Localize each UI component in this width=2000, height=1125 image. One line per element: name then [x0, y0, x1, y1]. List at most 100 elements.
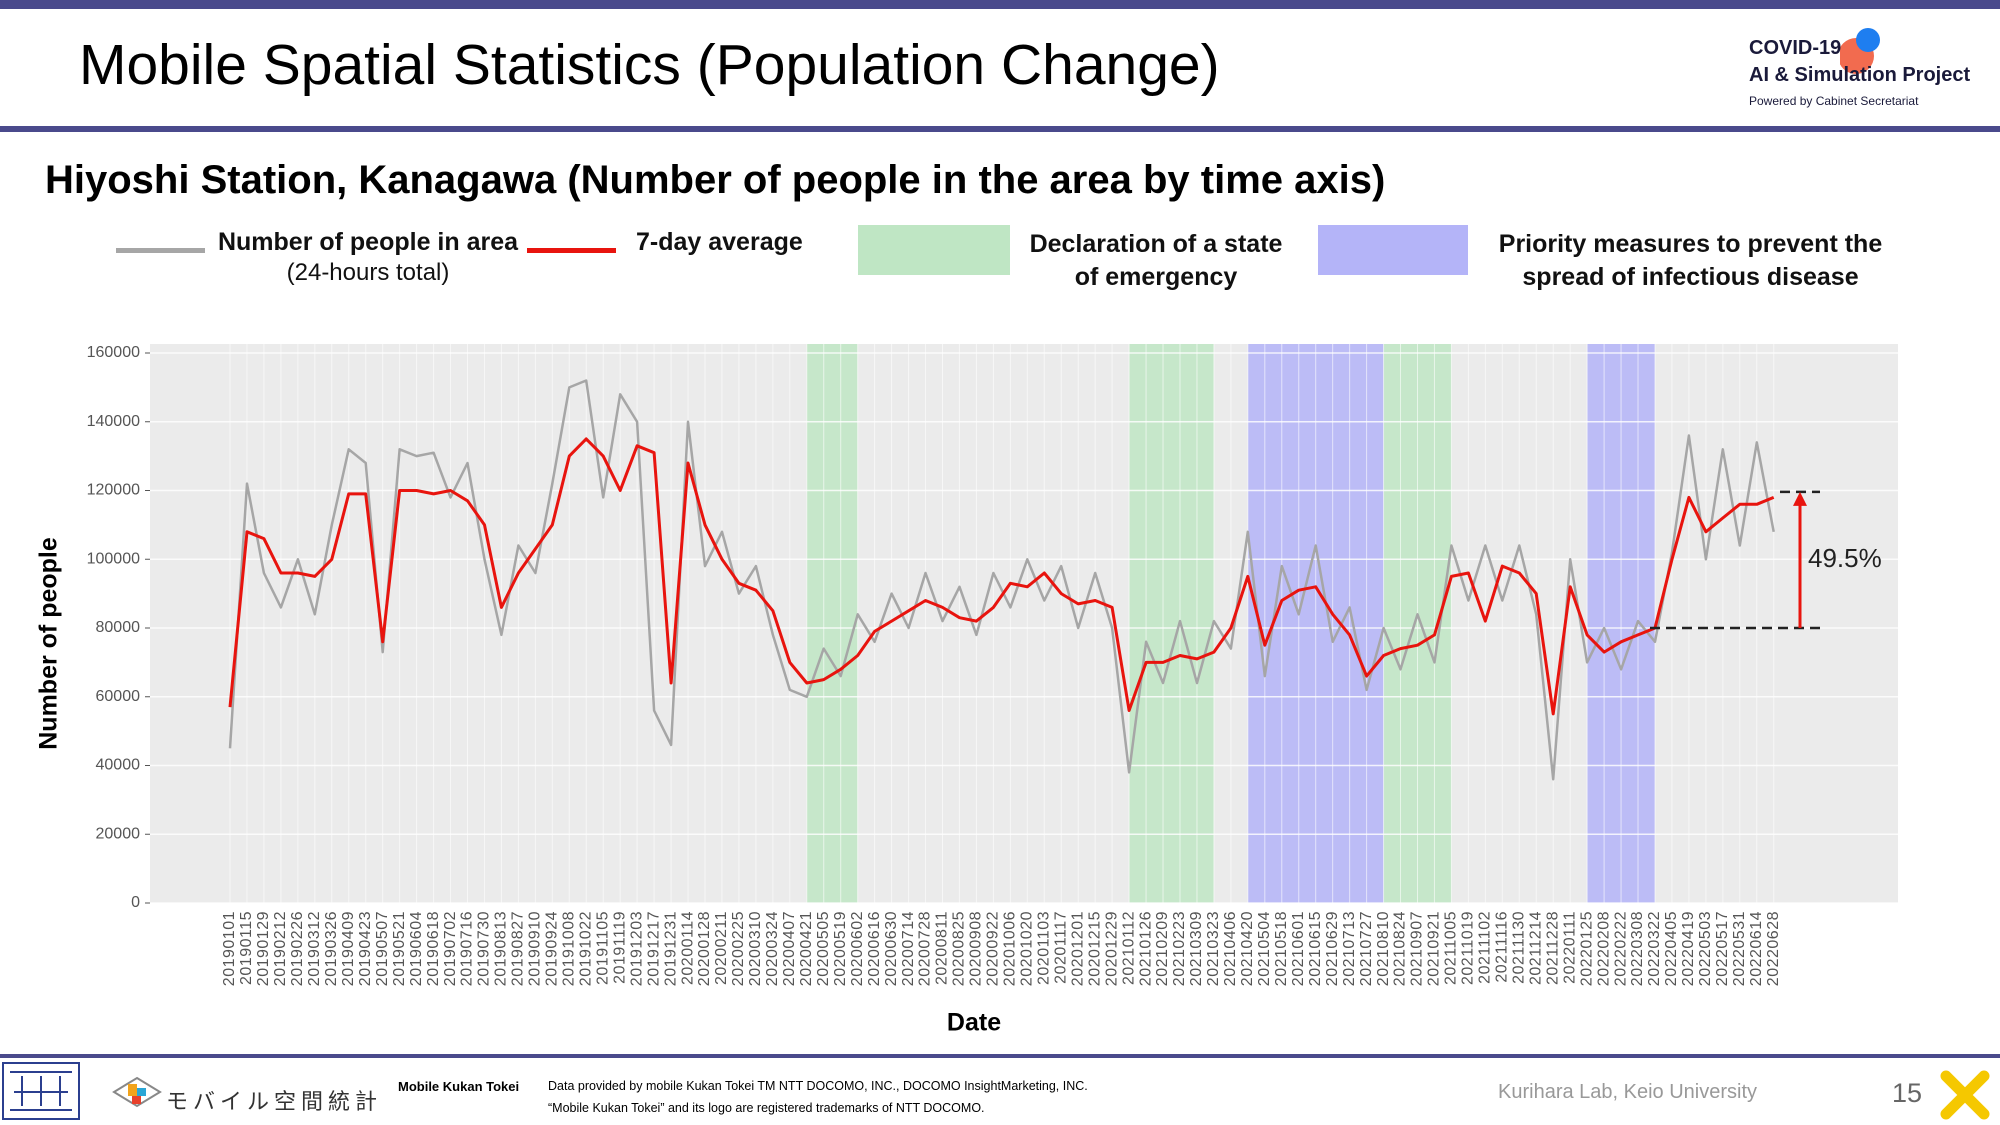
x-tick-label: 20210921 — [1426, 911, 1443, 986]
average-line — [228, 437, 1775, 716]
x-tick-label: 20201201 — [1069, 911, 1086, 986]
x-tick-label: 20190115 — [238, 911, 255, 985]
lab-name: Kurihara Lab, Keio University — [1498, 1081, 1758, 1103]
period-band — [806, 344, 858, 903]
legend-label: Declaration of a state of emergency — [1029, 230, 1283, 291]
x-tick-label: 20211102 — [1477, 911, 1494, 984]
x-tick-label: 20190212 — [272, 911, 289, 986]
y-tick-label: 20000 — [96, 825, 141, 842]
x-tick-label: 20210323 — [1205, 911, 1222, 986]
x-tick-label: 20201103 — [1035, 911, 1052, 985]
x-tick-label: 20190716 — [459, 911, 476, 986]
y-tick-label: 40000 — [96, 757, 141, 774]
x-tick-label: 20211005 — [1443, 911, 1460, 985]
x-tick-label: 20200225 — [730, 911, 747, 986]
x-tick-label: 20210223 — [1171, 911, 1188, 986]
x-axis-label: Date — [947, 1009, 1001, 1037]
x-tick-label: 20210907 — [1409, 911, 1426, 986]
x-tick-label: 20220308 — [1629, 911, 1646, 986]
x-tick-label: 20190813 — [493, 911, 510, 986]
product-name: Mobile Kukan Tokei — [398, 1079, 520, 1094]
x-tick-label: 20191105 — [594, 911, 611, 985]
x-tick-label: 20220208 — [1595, 911, 1612, 986]
x-tick-label: 20201229 — [1103, 911, 1120, 986]
x-tick-label: 20210518 — [1273, 911, 1290, 986]
x-tick-label: 20201215 — [1086, 911, 1103, 986]
x-tick-label: 20210112 — [1120, 911, 1137, 985]
logo-line: COVID-19 — [1749, 37, 1842, 59]
x-tick-label: 20210713 — [1341, 911, 1358, 986]
x-tick-label: 20201020 — [1019, 911, 1036, 986]
x-tick-label: 20210727 — [1358, 911, 1375, 986]
x-tick-label: 20200908 — [968, 911, 985, 986]
legend-label: 7-day average — [636, 228, 803, 256]
x-tick-label: 20200811 — [934, 911, 951, 985]
x-tick-label: 20220111 — [1561, 911, 1578, 984]
x-tick-label: 20190702 — [442, 911, 459, 986]
x-tick-label: 20191231 — [662, 911, 679, 986]
x-tick-label: 20220405 — [1663, 911, 1680, 986]
period-band — [1129, 344, 1214, 903]
slide-title: Mobile Spatial Statistics (Population Ch… — [79, 33, 1220, 97]
x-tick-label: 20211019 — [1460, 911, 1477, 985]
x-tick-label: 20220419 — [1680, 911, 1697, 986]
legend-swatch — [116, 248, 205, 253]
x-tick-label: 20210824 — [1392, 911, 1409, 986]
x-tick-label: 20200211 — [713, 911, 730, 985]
x-tick-label: 20190924 — [544, 911, 561, 986]
credit: Data provided by mobile Kukan Tokei TM N… — [548, 1079, 1088, 1093]
x-tick-label: 20200324 — [764, 911, 781, 986]
x-tick-label: 20210504 — [1256, 911, 1273, 986]
logo-line: AI & Simulation Project — [1749, 64, 1971, 86]
x-tick-label: 20220222 — [1612, 911, 1629, 986]
x-tick-label: 20200602 — [849, 911, 866, 986]
y-tick-label: 140000 — [87, 413, 140, 430]
x-tick-label: 20211228 — [1544, 911, 1561, 985]
x-tick-label: 20211214 — [1527, 911, 1544, 985]
x-tick-label: 20210309 — [1188, 911, 1205, 986]
chart: 0 20000 40000 60000 80000 100000 120000 140000 1… — [35, 344, 1898, 1037]
y-tick-label: 120000 — [87, 482, 140, 499]
x-tick-label: 20200728 — [917, 911, 934, 986]
y-tick-label: 0 — [131, 894, 140, 911]
x-tick-label: 20190129 — [255, 911, 272, 986]
annotation-label: 49.5% — [1808, 543, 1882, 573]
x-tick-label: 20200519 — [832, 911, 849, 986]
y-tick-label: 160000 — [87, 344, 140, 361]
x-tick-label: 20190730 — [476, 911, 493, 986]
page-number: 15 — [1892, 1078, 1923, 1108]
x-tick-label: 20220503 — [1697, 911, 1714, 986]
x-tick-label: 20220628 — [1765, 911, 1782, 986]
x-tick-label: 20210629 — [1324, 911, 1341, 986]
credit: “Mobile Kukan Tokei” and its logo are re… — [548, 1101, 985, 1115]
x-tick-label: 20210406 — [1222, 911, 1239, 986]
x-tick-label: 20191008 — [561, 911, 578, 986]
x-tick-label: 20200505 — [815, 911, 832, 986]
legend-entry: Number of people in area (24-hours total) — [208, 226, 528, 287]
x-tick-label: 20190101 — [221, 911, 238, 986]
x-tick-label: 20200616 — [866, 911, 883, 986]
arrow-head — [1793, 491, 1807, 506]
x-tick-label: 20200114 — [679, 911, 696, 985]
keio-logo — [2, 1062, 80, 1120]
x-tick-label: 20220614 — [1748, 911, 1765, 986]
x-logo — [1940, 1070, 1990, 1120]
x-tick-label: 20200630 — [883, 911, 900, 986]
x-tick-label: 20220322 — [1646, 911, 1663, 986]
x-tick-label: 20210810 — [1375, 911, 1392, 986]
count-line — [228, 379, 1775, 781]
x-tick-label: 20191203 — [628, 911, 645, 986]
legend-swatch — [527, 248, 616, 253]
x-tick-label: 20200310 — [747, 911, 764, 986]
x-tick-label: 20191119 — [611, 911, 628, 984]
x-tick-label: 20200922 — [985, 911, 1002, 986]
x-tick-label: 20200421 — [798, 911, 815, 986]
brand-icon — [112, 1076, 162, 1108]
x-tick-label: 20201117 — [1052, 911, 1069, 984]
x-tick-label: 20191022 — [577, 911, 594, 986]
x-tick-label: 20210420 — [1239, 911, 1256, 986]
footer-rule — [0, 1054, 2000, 1058]
header-rule — [0, 126, 2000, 132]
x-tick-label: 20190618 — [425, 911, 442, 986]
